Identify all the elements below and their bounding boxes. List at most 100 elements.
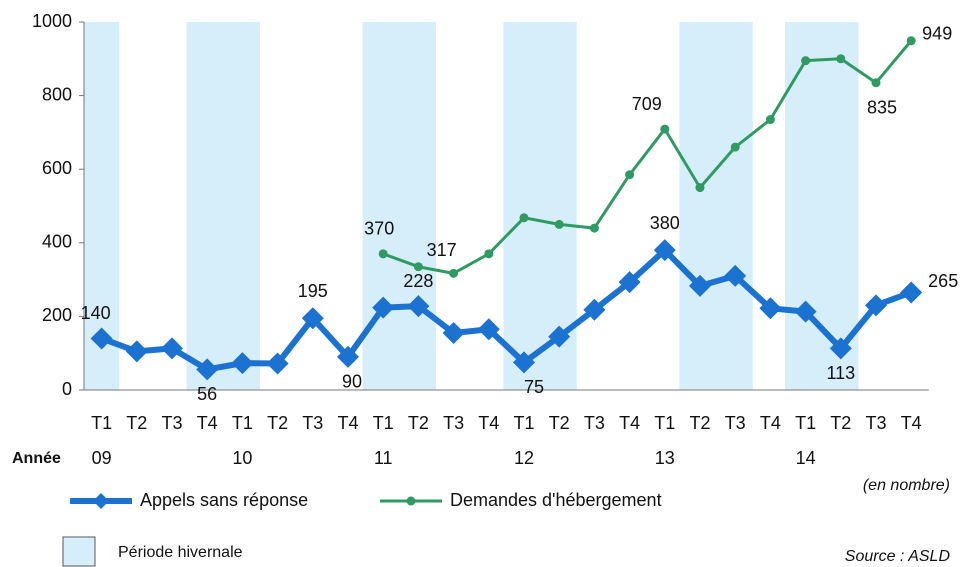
point-marker (378, 249, 388, 259)
x-tick-label: T3 (161, 413, 182, 433)
point-marker (484, 249, 494, 259)
data-label: 835 (867, 97, 897, 117)
point-marker (231, 352, 254, 375)
year-label: 14 (796, 448, 816, 468)
data-label: 265 (928, 271, 958, 291)
point-marker (583, 298, 606, 321)
point-marker (407, 295, 430, 318)
point-marker (372, 296, 395, 319)
x-tick-label: T1 (91, 413, 112, 433)
point-marker (794, 300, 817, 323)
x-tick-label: T1 (513, 413, 534, 433)
point-marker (759, 297, 782, 320)
point-marker (660, 124, 670, 134)
legend-label: Demandes d'hébergement (450, 490, 662, 510)
legend-label: Appels sans réponse (140, 490, 308, 510)
point-marker (125, 340, 148, 363)
point-marker (730, 142, 740, 152)
x-tick-label: T1 (654, 413, 675, 433)
data-label: 709 (632, 94, 662, 114)
y-tick-label: 800 (42, 84, 72, 104)
x-tick-label: T4 (197, 413, 218, 433)
y-tick-label: 600 (42, 158, 72, 178)
point-marker (625, 170, 635, 180)
x-tick-label: T3 (584, 413, 605, 433)
point-marker (161, 337, 183, 360)
point-marker (519, 213, 529, 223)
point-marker (695, 183, 705, 193)
point-marker (765, 115, 775, 125)
x-tick-label: T4 (478, 413, 499, 433)
point-marker (589, 223, 599, 233)
data-label: 370 (364, 219, 394, 239)
data-label: 56 (197, 384, 217, 404)
point-marker (442, 321, 465, 344)
legend-marker (93, 493, 109, 509)
point-marker (724, 264, 747, 287)
x-tick-label: T2 (549, 413, 570, 433)
x-tick-label: T3 (725, 413, 746, 433)
point-marker (836, 54, 846, 64)
legend-marker (406, 496, 416, 506)
point-marker (865, 294, 887, 317)
point-marker (548, 325, 571, 348)
year-label: 11 (374, 448, 393, 468)
point-marker (871, 78, 881, 88)
series-line (382, 39, 913, 275)
point-marker (301, 307, 324, 330)
point-marker (906, 36, 916, 46)
x-tick-label: T1 (795, 413, 816, 433)
point-marker (413, 262, 423, 272)
x-tick-label: T2 (126, 413, 147, 433)
point-marker (618, 271, 641, 294)
point-marker (554, 219, 564, 229)
point-marker (689, 274, 711, 297)
y-tick-label: 200 (42, 305, 72, 325)
data-label: 195 (298, 281, 328, 301)
x-tick-label: T4 (760, 413, 781, 433)
x-tick-label: T2 (408, 413, 429, 433)
winter-band (186, 22, 260, 390)
x-tick-label: T4 (901, 413, 922, 433)
year-label: 09 (92, 448, 112, 468)
point-marker (90, 327, 113, 350)
point-marker (653, 239, 676, 262)
y-tick-label: 0 (62, 379, 72, 399)
point-marker (266, 352, 289, 375)
legend-label: Période hivernale (118, 544, 243, 561)
legend-swatch (62, 536, 96, 567)
year-label: 12 (514, 448, 534, 468)
point-marker (801, 56, 811, 66)
winter-band (503, 22, 577, 390)
winter-band (362, 22, 436, 390)
x-tick-label: T3 (865, 413, 886, 433)
x-tick-label: T4 (337, 413, 358, 433)
data-label: 380 (650, 213, 680, 233)
x-tick-label: T2 (689, 413, 710, 433)
x-tick-label: T1 (232, 413, 253, 433)
source: Source : ASLD (845, 548, 951, 565)
point-marker (900, 281, 923, 304)
point-marker (196, 358, 219, 381)
data-label: 228 (403, 271, 433, 291)
point-marker (337, 345, 359, 368)
unit-note: (en nombre) (863, 477, 950, 494)
data-label: 75 (524, 377, 544, 397)
point-marker (477, 318, 500, 341)
y-tick-label: 1000 (32, 11, 72, 31)
x-tick-label: T4 (619, 413, 640, 433)
data-label: 140 (81, 303, 111, 323)
x-tick-label: T3 (443, 413, 464, 433)
data-label: 317 (427, 240, 457, 260)
year-label: 10 (232, 448, 252, 468)
x-tick-label: T2 (267, 413, 288, 433)
x-tick-label: T3 (302, 413, 323, 433)
x-tick-label: T2 (830, 413, 851, 433)
year-label: 13 (655, 448, 675, 468)
point-marker (513, 351, 535, 374)
y-tick-label: 400 (42, 232, 72, 252)
data-label: 90 (342, 372, 362, 392)
year-axis-label: Année (12, 450, 61, 467)
point-marker (449, 268, 459, 278)
